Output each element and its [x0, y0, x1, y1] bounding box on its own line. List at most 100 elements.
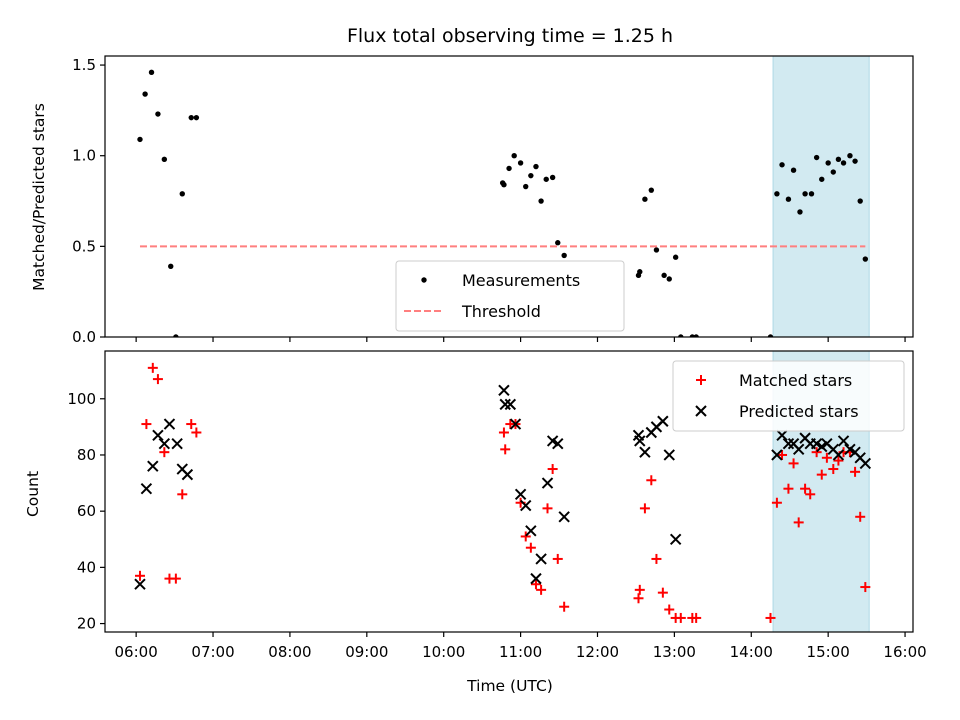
legend-predicted-swatch	[695, 405, 707, 417]
panel2-x-point-10	[499, 398, 511, 411]
panel2-x-point-3	[152, 429, 164, 442]
panel2-plus-point-33	[691, 612, 702, 623]
panel2-x-point-41	[832, 449, 845, 461]
panel1-dot-point-19	[543, 176, 549, 182]
panel2-plus-point-19	[542, 503, 553, 514]
panel2-plus-point-36	[777, 449, 788, 460]
panel2-plus-point-38	[788, 458, 799, 469]
x-tick-label-5: 11:00	[499, 643, 542, 661]
panel1-frame	[104, 55, 914, 338]
panel2-x-point-18	[541, 477, 554, 489]
panel1-dot-point-9	[193, 114, 200, 121]
panel1-dot-point-5	[168, 263, 174, 269]
panel1-dot-point-18	[538, 198, 544, 204]
panel1-dot-point-36	[779, 162, 785, 168]
panel2-plus-point-28	[657, 587, 668, 598]
panel2-x-point-27	[657, 415, 669, 427]
panel1-dot-point-24	[637, 269, 643, 275]
panel2-plus-point-44	[821, 452, 832, 463]
top-y-axis-label: Matched/Predicted stars	[30, 103, 48, 291]
panel2-plus-point-41	[805, 489, 816, 500]
panel2-plus-point-16	[525, 542, 536, 553]
panel1-dot-point-3	[155, 111, 161, 117]
panel2-y-tick-label-1: 40	[77, 558, 96, 576]
panel1-dot-point-47	[840, 160, 847, 166]
panel1-dot-point-28	[661, 272, 667, 279]
panel1-dot-point-8	[188, 114, 194, 121]
panel1-dot-point-14	[517, 160, 524, 166]
panel1-legend-box	[395, 260, 625, 332]
panel2-x-point-2	[147, 460, 159, 472]
panel1-y-tick-label-0: 0.0	[72, 328, 96, 346]
legend-entry-measurements: Measurements	[462, 271, 580, 290]
panel1-dot-point-21	[555, 240, 561, 246]
panel2-plus-point-20	[547, 464, 558, 475]
x-tick-label-8: 14:00	[730, 643, 773, 661]
panel2-x-point-23	[634, 435, 646, 447]
panel2-plus-point-6	[170, 573, 181, 584]
panel1-dot-point-33	[693, 334, 699, 337]
panel1-dot-point-4	[161, 156, 168, 163]
panel1-dot-point-42	[813, 154, 820, 161]
panel2-plus-point-15	[520, 531, 531, 542]
x-tick-label-2: 08:00	[268, 643, 311, 661]
panel2-plus-point-17	[530, 579, 541, 590]
panel1-dot-point-37	[785, 196, 792, 202]
panel2-plus-point-34	[765, 612, 776, 623]
x-tick-label-0: 06:00	[115, 643, 158, 661]
legend-entry-threshold: Threshold	[461, 302, 541, 321]
panel2-frame	[104, 350, 914, 633]
panel1-y-tick-label-1: 0.5	[72, 237, 96, 255]
panel1-legend: Measurements Threshold	[395, 260, 625, 332]
panel1-dot-point-2	[148, 69, 155, 76]
panel1-dot-point-26	[648, 187, 655, 193]
panel2-plus-point-1	[141, 419, 152, 430]
panel2-x-point-46	[859, 457, 872, 470]
panel1-dot-point-50	[857, 198, 863, 204]
panel2-x-point-8	[181, 468, 194, 481]
panel1-dot-point-17	[533, 163, 539, 170]
panel2-plus-point-31	[675, 612, 686, 623]
panel1-dot-point-39	[797, 209, 803, 215]
panel2-x-point-24	[639, 446, 651, 458]
panel2-y-tick-label-4: 100	[67, 390, 96, 408]
bottom-y-axis-label: Count	[24, 471, 42, 517]
panel2-plus-point-11	[500, 444, 511, 455]
legend-entry-matched-stars: Matched stars	[739, 371, 852, 390]
panel1-dot-point-29	[666, 276, 672, 282]
panel1-dot-point-7	[179, 191, 185, 197]
panel2-plus-point-35	[771, 497, 782, 508]
panel1-dot-point-6	[173, 334, 179, 337]
panel2-x-point-34	[792, 443, 805, 456]
panel1-dot-point-13	[511, 153, 517, 159]
panel2-legend: Matched stars Predicted stars	[672, 360, 905, 432]
panel1-dot-point-43	[819, 176, 825, 182]
x-tick-label-6: 12:00	[576, 643, 619, 661]
panel1-dot-point-22	[561, 252, 567, 259]
panel1-dot-point-40	[802, 191, 808, 197]
chart-title: Flux total observing time = 1.25 h	[347, 25, 673, 47]
panel1-dot-point-41	[808, 191, 815, 197]
panel2-x-point-0	[134, 578, 146, 590]
panel1-dot-point-49	[852, 158, 858, 164]
panel2-x-point-9	[498, 384, 510, 397]
panel1-dot-point-46	[835, 156, 842, 163]
panel2-plus-point-0	[134, 570, 145, 581]
panel2-plus-point-27	[651, 553, 662, 564]
panel2-x-point-28	[663, 449, 675, 461]
panel2-x-point-5	[163, 418, 176, 430]
panel2-x-point-16	[530, 572, 542, 585]
panel2-x-point-31	[776, 429, 788, 442]
panel2-x-point-32	[782, 438, 795, 450]
panel2-y-tick-label-2: 60	[77, 502, 96, 520]
panel2-plus-point-43	[816, 469, 827, 480]
x-tick-label-7: 13:00	[653, 643, 696, 661]
panel2-plus-point-22	[559, 601, 570, 612]
x-axis-label: Time (UTC)	[466, 677, 553, 695]
panel2-plus-point-18	[536, 584, 547, 595]
panel2-x-point-1	[140, 482, 153, 495]
panel1-y-tick-label-3: 1.5	[72, 56, 96, 74]
panel2-x-point-13	[514, 488, 527, 501]
panel1-dot-point-44	[825, 160, 831, 166]
panel2-plus-point-23	[633, 593, 644, 604]
